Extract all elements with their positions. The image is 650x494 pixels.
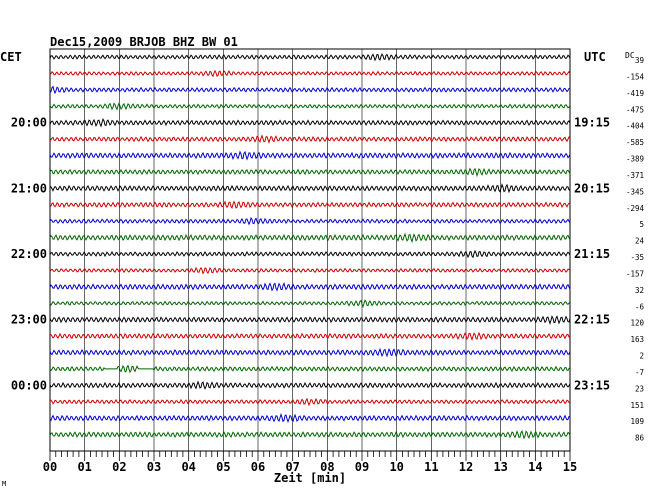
dc-offset-label: 109 xyxy=(630,417,644,426)
left-hour-label: 20:00 xyxy=(11,116,47,130)
x-tick-label: 07 xyxy=(285,460,299,474)
right-hour-label: 23:15 xyxy=(574,378,610,392)
seismic-trace xyxy=(49,118,571,128)
dc-offset-label: 86 xyxy=(635,434,645,443)
seismic-trace xyxy=(49,134,571,145)
dc-offset-label: 151 xyxy=(630,401,644,410)
right-hour-label: 20:15 xyxy=(574,181,610,195)
seismic-trace xyxy=(49,331,571,342)
x-tick-label: 05 xyxy=(216,460,230,474)
dc-offset-label: -294 xyxy=(626,204,645,213)
dc-offset-label: -475 xyxy=(626,105,644,114)
trace-layer xyxy=(49,53,571,440)
x-tick-label: 01 xyxy=(77,460,91,474)
dc-offset-label: -345 xyxy=(626,187,644,196)
x-tick-label: 14 xyxy=(528,460,542,474)
x-tick-label: 06 xyxy=(251,460,265,474)
dc-offset-label: -154 xyxy=(626,72,645,81)
grid-layer xyxy=(49,48,571,461)
x-tick-label: 12 xyxy=(459,460,473,474)
seismic-trace xyxy=(49,53,571,62)
dc-offset-label: 23 xyxy=(635,384,644,393)
dc-offset-label: -389 xyxy=(626,155,644,164)
seismic-trace xyxy=(49,364,571,374)
dc-offset-label: -157 xyxy=(626,269,644,278)
footer-mark: M xyxy=(2,480,6,488)
left-hour-label: 00:00 xyxy=(11,378,47,392)
seismic-trace xyxy=(49,150,571,161)
dc-offset-label: 32 xyxy=(635,286,644,295)
seismic-trace xyxy=(49,299,571,308)
seismic-trace xyxy=(49,412,571,424)
seismic-trace xyxy=(49,315,571,325)
left-timezone-label: CET xyxy=(0,50,22,64)
seismic-trace xyxy=(49,101,571,111)
seismic-trace xyxy=(49,217,571,226)
seismic-trace xyxy=(49,167,571,178)
chart-title: Dec15,2009 BRJOB BHZ BW 01 xyxy=(50,35,238,49)
x-tick-label: 04 xyxy=(181,460,195,474)
x-tick-label: 02 xyxy=(112,460,126,474)
seismic-trace xyxy=(49,69,571,78)
dc-offset-label: 24 xyxy=(635,237,645,246)
dc-offset-label: 2 xyxy=(639,352,644,361)
seismic-trace xyxy=(49,282,571,292)
right-timezone-label: UTC xyxy=(584,50,606,64)
right-hour-label: 22:15 xyxy=(574,313,610,327)
x-tick-label: 11 xyxy=(424,460,438,474)
x-tick-label: 09 xyxy=(355,460,369,474)
x-tick-label: 13 xyxy=(493,460,507,474)
dc-offset-label: -371 xyxy=(626,171,644,180)
dc-offset-label: -404 xyxy=(626,122,645,131)
seismic-trace xyxy=(49,429,571,440)
label-layer: 00 01 02 03 04 05 06 07 08 09 10 11 12 13 14 15 39 -154 -4… xyxy=(11,56,645,474)
dc-offset-label: 163 xyxy=(630,335,644,344)
dc-offset-label: -419 xyxy=(626,89,644,98)
seismic-trace xyxy=(49,249,571,259)
x-tick-label: 15 xyxy=(563,460,577,474)
right-hour-label: 21:15 xyxy=(574,247,610,261)
x-tick-label: 03 xyxy=(147,460,161,474)
x-tick-label: 10 xyxy=(389,460,403,474)
dc-header: DC xyxy=(625,51,635,60)
x-tick-label: 08 xyxy=(320,460,334,474)
right-hour-label: 19:15 xyxy=(574,116,610,130)
dc-offset-label: 120 xyxy=(630,319,644,328)
x-tick-label: 00 xyxy=(43,460,57,474)
left-hour-label: 23:00 xyxy=(11,313,47,327)
dc-offset-label: -35 xyxy=(630,253,644,262)
seismic-trace xyxy=(49,183,571,194)
left-hour-label: 21:00 xyxy=(11,181,47,195)
dc-offset-label: 5 xyxy=(639,220,644,229)
seismic-trace xyxy=(49,347,571,358)
seismic-trace xyxy=(49,232,571,244)
dc-offset-label: -7 xyxy=(635,368,644,377)
seismic-trace xyxy=(49,380,571,390)
seismic-trace xyxy=(49,200,571,210)
left-hour-label: 22:00 xyxy=(11,247,47,261)
x-axis-label: Zeit [min] xyxy=(274,471,346,485)
plot-frame xyxy=(49,48,571,452)
dc-offset-label: 39 xyxy=(635,56,644,65)
dc-offset-label: -6 xyxy=(635,302,645,311)
seismic-trace xyxy=(49,85,571,95)
seismic-trace xyxy=(49,266,571,275)
dc-offset-label: -585 xyxy=(626,138,644,147)
seismic-trace xyxy=(49,397,571,407)
